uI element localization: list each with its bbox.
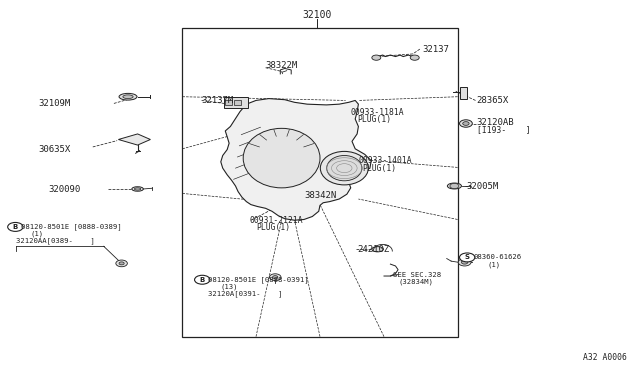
- Circle shape: [8, 222, 23, 231]
- Text: 32109M: 32109M: [38, 99, 70, 108]
- Circle shape: [269, 274, 281, 280]
- Circle shape: [372, 55, 381, 60]
- Text: 28365X: 28365X: [477, 96, 509, 105]
- Text: 24210Z: 24210Z: [357, 246, 389, 254]
- Text: S: S: [465, 254, 470, 260]
- Text: [I193-    ]: [I193- ]: [477, 125, 531, 134]
- Text: SEE SEC.328: SEE SEC.328: [393, 272, 441, 278]
- Ellipse shape: [134, 188, 141, 190]
- Text: 32100: 32100: [302, 10, 332, 20]
- Ellipse shape: [327, 155, 362, 181]
- Circle shape: [119, 262, 124, 265]
- Text: B: B: [200, 277, 205, 283]
- Circle shape: [460, 253, 475, 262]
- Text: 08360-61626: 08360-61626: [474, 254, 522, 260]
- Text: 32137M: 32137M: [202, 96, 234, 105]
- Circle shape: [458, 259, 471, 266]
- Circle shape: [195, 275, 210, 284]
- Text: 32005M: 32005M: [466, 182, 498, 190]
- Text: 320090: 320090: [48, 185, 80, 194]
- Bar: [234, 100, 241, 105]
- Text: 30635X: 30635X: [38, 145, 70, 154]
- Circle shape: [460, 120, 472, 127]
- Bar: [460, 87, 467, 99]
- Circle shape: [116, 260, 127, 267]
- Text: (1): (1): [488, 262, 501, 268]
- Text: 32137: 32137: [422, 45, 449, 54]
- Bar: [225, 100, 232, 105]
- Text: (32834M): (32834M): [398, 279, 433, 285]
- Circle shape: [450, 183, 459, 189]
- Circle shape: [463, 122, 469, 125]
- Text: 08120-8501E [0888-0389]: 08120-8501E [0888-0389]: [21, 224, 122, 230]
- Text: A32 A0006: A32 A0006: [583, 353, 627, 362]
- Text: 08120-8501E [0888-0391]: 08120-8501E [0888-0391]: [208, 276, 308, 283]
- Ellipse shape: [321, 151, 369, 185]
- Ellipse shape: [243, 128, 320, 188]
- Text: 32120AB: 32120AB: [477, 118, 515, 126]
- Text: 00931-2121A: 00931-2121A: [250, 216, 303, 225]
- Ellipse shape: [372, 247, 383, 252]
- Text: PLUG(1): PLUG(1): [357, 115, 391, 124]
- Text: PLUG(1): PLUG(1): [362, 164, 396, 173]
- Text: (13): (13): [221, 284, 238, 291]
- Circle shape: [273, 276, 278, 279]
- Polygon shape: [118, 134, 150, 145]
- Bar: [224, 97, 248, 108]
- Ellipse shape: [447, 183, 461, 189]
- Circle shape: [461, 260, 468, 264]
- Bar: [182, 28, 458, 337]
- Text: B: B: [13, 224, 18, 230]
- Text: (1): (1): [31, 230, 44, 237]
- Ellipse shape: [123, 95, 133, 99]
- Ellipse shape: [132, 187, 143, 191]
- Ellipse shape: [119, 93, 137, 100]
- Polygon shape: [221, 99, 371, 220]
- Text: 38342N: 38342N: [305, 191, 337, 200]
- Text: 32120A[0391-    ]: 32120A[0391- ]: [208, 291, 282, 297]
- Text: 32120AA[0389-    ]: 32120AA[0389- ]: [16, 237, 95, 244]
- Text: 00933-1181A: 00933-1181A: [351, 108, 404, 117]
- Text: 38322M: 38322M: [266, 61, 298, 70]
- Text: PLUG(1): PLUG(1): [256, 223, 290, 232]
- Text: 00933-1401A: 00933-1401A: [358, 156, 412, 165]
- Circle shape: [410, 55, 419, 60]
